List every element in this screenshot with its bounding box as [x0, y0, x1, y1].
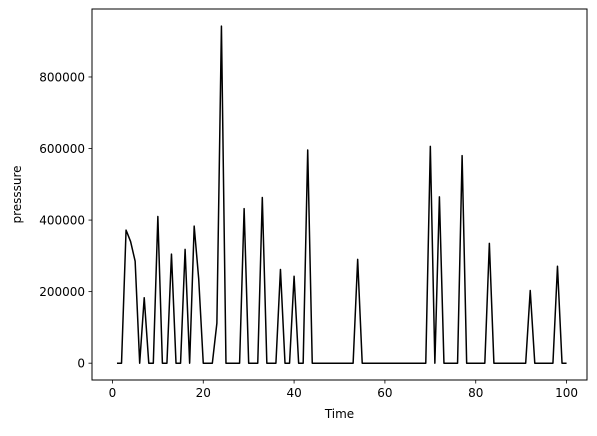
- x-tick-label: 80: [468, 386, 483, 400]
- y-axis-ticks: 0 200000 400000 600000 800000: [39, 70, 92, 371]
- x-axis-ticks: 0 20 40 60 80 100: [109, 380, 578, 400]
- y-tick-label: 200000: [39, 285, 85, 299]
- y-tick-label: 800000: [39, 70, 85, 84]
- y-tick-label: 600000: [39, 142, 85, 156]
- x-tick-label: 0: [109, 386, 117, 400]
- x-axis-label: Time: [324, 407, 354, 421]
- y-tick-label: 0: [77, 357, 85, 371]
- series-line-0: [116, 25, 567, 364]
- x-tick-label: 40: [286, 386, 301, 400]
- y-axis-label: presssure: [10, 165, 24, 223]
- plot-marks: [116, 25, 567, 364]
- x-tick-label: 100: [555, 386, 578, 400]
- y-tick-label: 400000: [39, 214, 85, 228]
- x-tick-label: 20: [196, 386, 211, 400]
- x-tick-label: 60: [377, 386, 392, 400]
- plot-frame: [91, 8, 588, 381]
